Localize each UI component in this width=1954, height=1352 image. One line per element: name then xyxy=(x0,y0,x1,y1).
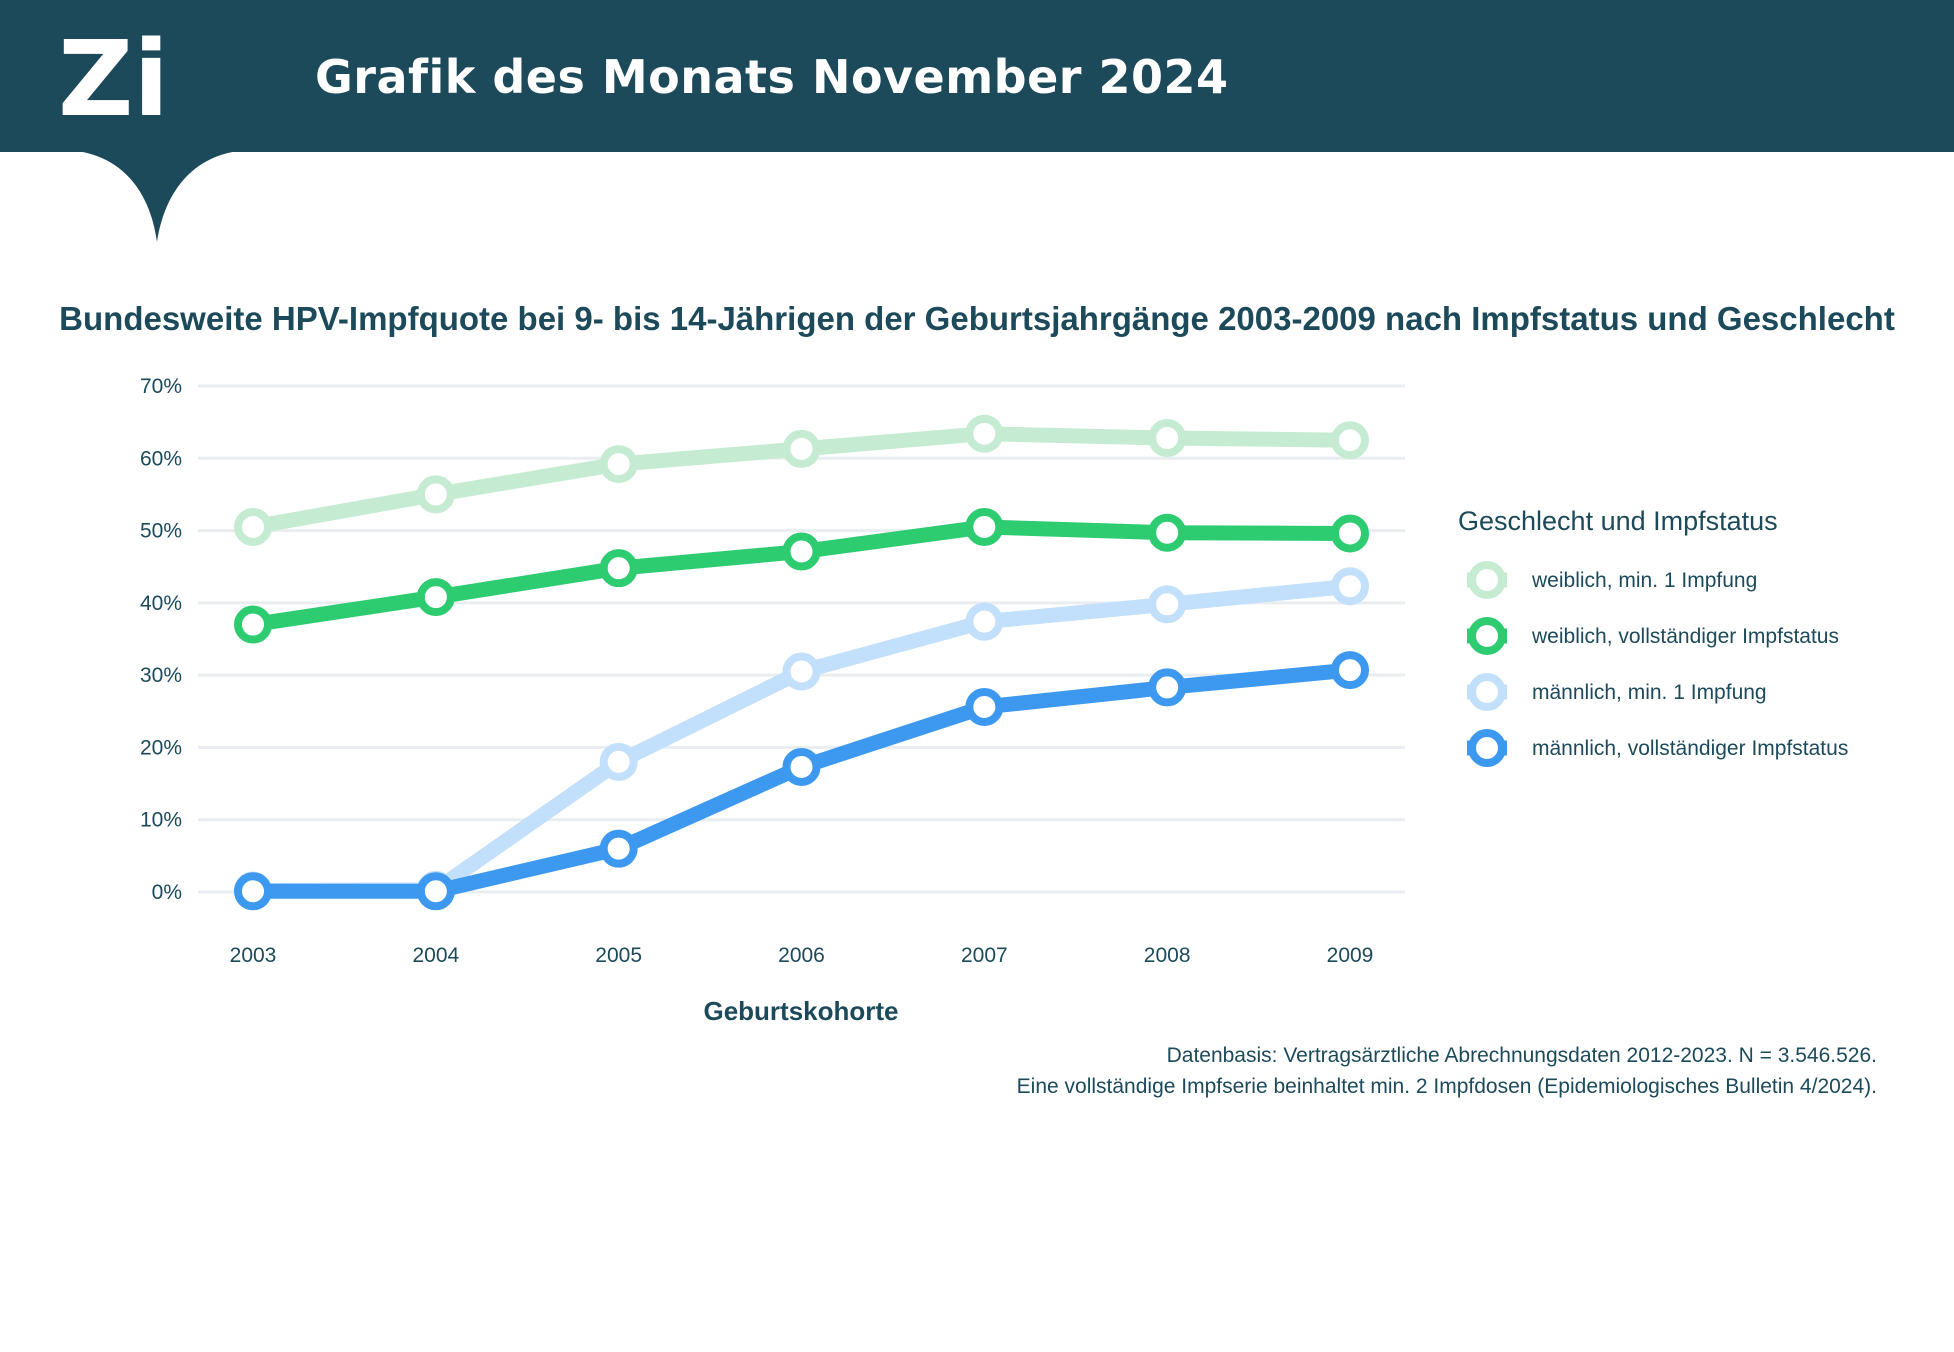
data-point xyxy=(1331,651,1369,690)
data-point xyxy=(234,507,272,546)
series-line xyxy=(245,578,1358,899)
data-point xyxy=(782,747,821,786)
legend-swatch-marker xyxy=(1468,617,1506,655)
footnote: Datenbasis: Vertragsärztliche Abrechnung… xyxy=(1017,1040,1877,1102)
y-tick-label: 30% xyxy=(140,664,182,687)
data-point xyxy=(1148,419,1187,458)
data-point xyxy=(782,532,821,571)
data-point xyxy=(599,829,638,868)
data-point xyxy=(234,872,272,911)
legend-swatch-marker xyxy=(1468,561,1506,599)
data-point xyxy=(782,429,821,468)
data-point xyxy=(234,605,272,644)
header-notch xyxy=(0,150,250,242)
series-3 xyxy=(234,567,1369,910)
logo-text: Zi xyxy=(58,20,169,130)
data-point xyxy=(965,602,1004,641)
data-point xyxy=(1148,668,1187,707)
x-tick-label: 2004 xyxy=(412,944,459,967)
data-point xyxy=(1148,585,1187,624)
x-tick-label: 2008 xyxy=(1144,944,1191,967)
data-point xyxy=(1148,513,1187,552)
page-title: Grafik des Monats November 2024 xyxy=(315,50,1229,104)
chart-title: Bundesweite HPV-Impfquote bei 9- bis 14-… xyxy=(59,300,1895,337)
data-point xyxy=(782,652,821,691)
legend-item: männlich, vollständiger Impfstatus xyxy=(1467,729,1848,767)
legend-item: weiblich, vollständiger Impfstatus xyxy=(1467,617,1839,655)
legend-label: weiblich, min. 1 Impfung xyxy=(1531,569,1757,592)
y-tick-label: 0% xyxy=(152,881,182,904)
y-tick-label: 60% xyxy=(140,447,182,470)
legend-label: männlich, min. 1 Impfung xyxy=(1532,681,1767,704)
y-tick-label: 70% xyxy=(140,375,182,398)
x-tick-label: 2005 xyxy=(595,944,642,967)
data-point xyxy=(599,549,638,588)
data-point xyxy=(1331,567,1369,606)
y-tick-label: 20% xyxy=(140,736,182,759)
x-axis-title: Geburtskohorte xyxy=(703,996,898,1026)
data-point xyxy=(965,507,1004,546)
footnote-line-2: Eine vollständige Impfserie beinhaltet m… xyxy=(1016,1075,1877,1098)
y-tick-label: 50% xyxy=(140,520,182,543)
x-tick-label: 2007 xyxy=(961,944,1008,967)
data-point xyxy=(965,414,1004,453)
x-tick-label: 2003 xyxy=(230,944,277,967)
series-2 xyxy=(234,507,1369,644)
header-bar: Zi Grafik des Monats November 2024 xyxy=(0,0,1954,152)
footnote-line-1: Datenbasis: Vertragsärztliche Abrechnung… xyxy=(1166,1044,1877,1067)
legend-item: männlich, min. 1 Impfung xyxy=(1467,673,1767,711)
x-tick-label: 2009 xyxy=(1327,944,1374,967)
data-point xyxy=(1331,514,1369,553)
legend-item: weiblich, min. 1 Impfung xyxy=(1467,561,1757,599)
data-point xyxy=(416,578,455,617)
zi-logo: Zi xyxy=(58,20,169,130)
series-4 xyxy=(234,651,1369,911)
legend-swatch-marker xyxy=(1468,729,1506,767)
series-1 xyxy=(234,414,1369,546)
y-tick-label: 10% xyxy=(140,809,182,832)
data-point xyxy=(599,445,638,484)
data-point xyxy=(416,872,455,911)
y-tick-label: 40% xyxy=(140,592,182,615)
data-point xyxy=(1331,421,1369,460)
data-point xyxy=(416,475,455,514)
x-tick-label: 2006 xyxy=(778,944,825,967)
legend-swatch-marker xyxy=(1468,673,1506,711)
legend-title: Geschlecht und Impfstatus xyxy=(1458,506,1778,536)
legend-label: weiblich, vollständiger Impfstatus xyxy=(1531,625,1839,648)
data-point xyxy=(599,742,638,781)
data-point xyxy=(965,687,1004,726)
legend-label: männlich, vollständiger Impfstatus xyxy=(1532,737,1848,760)
